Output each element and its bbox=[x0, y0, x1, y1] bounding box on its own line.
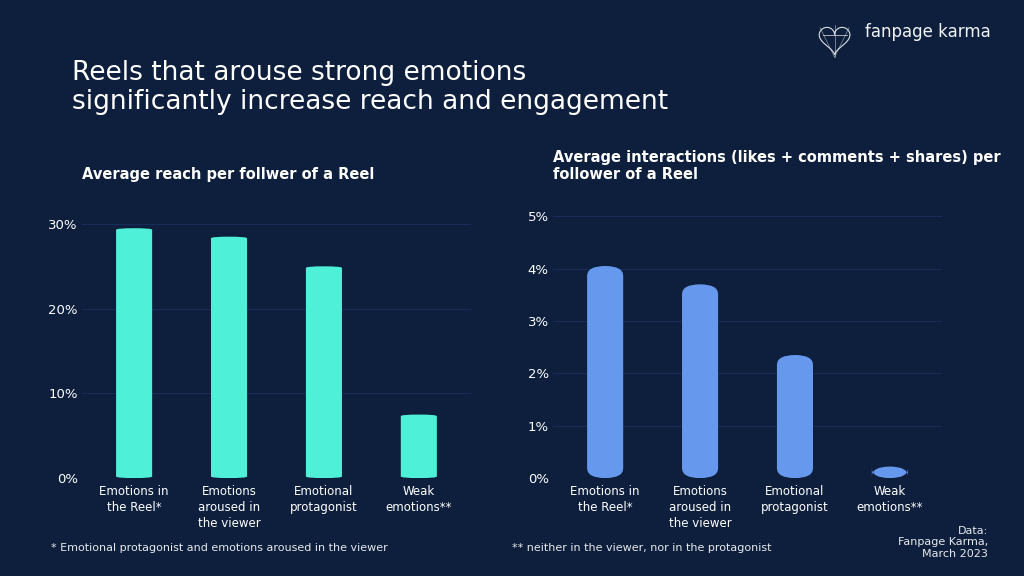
FancyBboxPatch shape bbox=[871, 467, 908, 478]
Text: Data:
Fanpage Karma,
March 2023: Data: Fanpage Karma, March 2023 bbox=[898, 525, 988, 559]
Text: Average reach per follwer of a Reel: Average reach per follwer of a Reel bbox=[82, 167, 375, 182]
Text: * Emotional protagonist and emotions aroused in the viewer: * Emotional protagonist and emotions aro… bbox=[51, 543, 388, 553]
FancyBboxPatch shape bbox=[777, 355, 813, 478]
FancyBboxPatch shape bbox=[306, 266, 342, 478]
FancyBboxPatch shape bbox=[211, 237, 247, 478]
Text: ** neither in the viewer, nor in the protagonist: ** neither in the viewer, nor in the pro… bbox=[512, 543, 771, 553]
Text: significantly increase reach and engagement: significantly increase reach and engagem… bbox=[72, 89, 668, 115]
FancyBboxPatch shape bbox=[400, 415, 437, 478]
FancyBboxPatch shape bbox=[682, 285, 718, 478]
FancyBboxPatch shape bbox=[116, 228, 153, 478]
Text: Reels that arouse strong emotions: Reels that arouse strong emotions bbox=[72, 60, 526, 86]
FancyBboxPatch shape bbox=[587, 266, 624, 478]
Text: Average interactions (likes + comments + shares) per
follower of a Reel: Average interactions (likes + comments +… bbox=[553, 150, 1000, 182]
Text: fanpage karma: fanpage karma bbox=[865, 22, 991, 41]
